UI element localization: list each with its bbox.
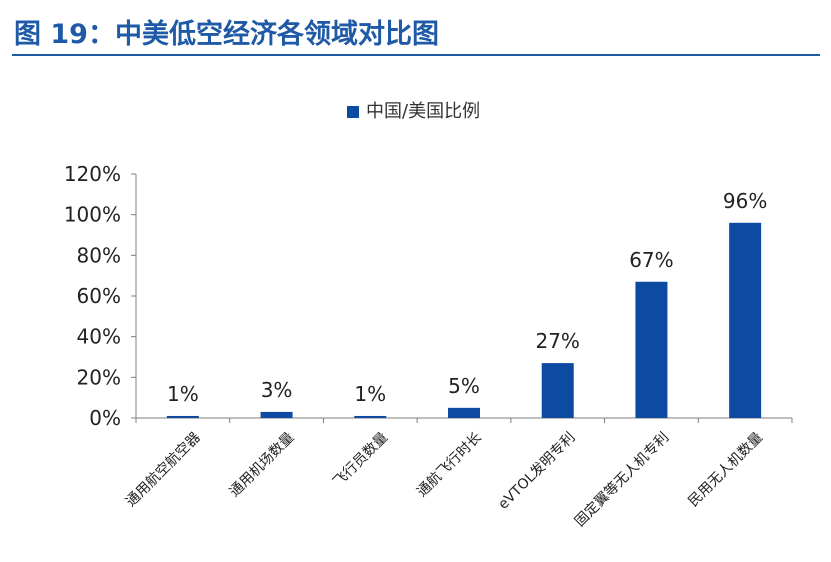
x-tick-label: 民用无人机数量 [685, 430, 766, 511]
data-label: 67% [629, 248, 673, 272]
y-tick-label: 80% [77, 243, 121, 267]
figure-title: 图 19：中美低空经济各领域对比图 [14, 19, 439, 50]
data-label: 1% [167, 382, 199, 406]
y-tick-label: 60% [77, 284, 121, 308]
data-label: 5% [448, 374, 480, 398]
data-labels: 1% 3% 1% 5% 27% 67% 96% [167, 189, 767, 406]
legend-label: 中国/美国比例 [366, 101, 480, 122]
data-label: 3% [261, 378, 293, 402]
bar [166, 415, 199, 418]
y-tick-labels: 0% 20% 40% 60% 80% 100% 120% [64, 162, 121, 430]
legend-swatch [347, 106, 359, 118]
data-label: 96% [723, 189, 767, 213]
x-tick-label: 通航飞行时长 [414, 430, 485, 501]
bars [166, 222, 762, 418]
x-tick-labels: 通用航空航空器 通用机场数量 飞行员数量 通航飞行时长 eVTOL发明专利固定翼等无人机… [123, 429, 766, 530]
y-tick-label: 40% [77, 325, 121, 349]
y-tick-label: 0% [89, 406, 121, 430]
bar [729, 222, 762, 418]
x-tick-label: 固定翼等无人机专利 [571, 429, 672, 530]
y-tick-label: 20% [77, 365, 121, 389]
bar [354, 415, 387, 418]
x-tick-label: 飞行员数量 [330, 430, 391, 491]
bar [541, 363, 574, 418]
y-tick-label: 120% [64, 162, 121, 186]
bar [448, 407, 480, 418]
x-tick-label: 通用航空航空器 [123, 430, 204, 511]
title-underline [12, 54, 820, 56]
data-label: 1% [354, 382, 386, 406]
data-label: 27% [535, 329, 579, 353]
x-tick-label: eVTOL发明专利 [495, 430, 578, 513]
legend: 中国/美国比例 [347, 101, 480, 122]
y-tick-label: 100% [64, 203, 121, 227]
bar [635, 281, 668, 418]
x-tick-label: 通用机场数量 [227, 430, 298, 501]
bar [260, 411, 293, 418]
